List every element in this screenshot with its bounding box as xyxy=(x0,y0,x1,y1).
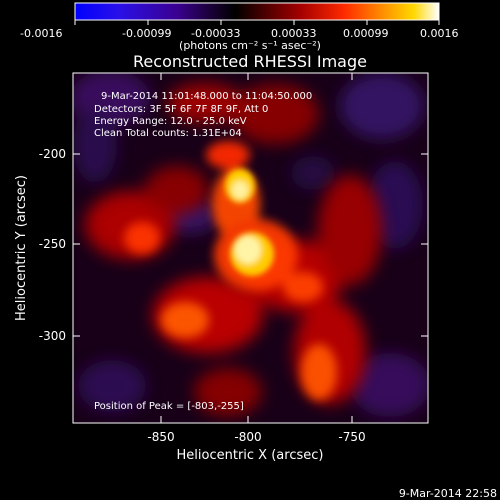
x-tick-label: -850 xyxy=(147,430,174,444)
colorbar-tick-label: -0.00099 xyxy=(122,27,171,40)
colorbar: -0.0016 -0.00099 -0.00033 0.00033 0.0009… xyxy=(20,2,459,52)
plot-frame xyxy=(72,72,429,424)
axis-ticks xyxy=(73,73,428,423)
y-tick-label: -300 xyxy=(39,329,66,343)
colorbar-gradient xyxy=(74,2,440,21)
y-tick-label: -250 xyxy=(39,237,66,251)
clean-counts-text: Clean Total counts: 1.31E+04 xyxy=(94,128,242,139)
image-title: Reconstructed RHESSI Image xyxy=(133,52,367,71)
time-range-text: 9-Mar-2014 11:01:48.000 to 11:04:50.000 xyxy=(101,91,312,102)
energy-range-text: Energy Range: 12.0 - 25.0 keV xyxy=(94,116,247,127)
colorbar-tick-label: 0.00099 xyxy=(343,27,389,40)
peak-position-text: Position of Peak = [-803,-255] xyxy=(94,401,244,412)
colorbar-ticks xyxy=(74,20,440,25)
colorbar-tick-label: -0.00033 xyxy=(191,27,240,40)
rhessi-image: 9-Mar-2014 11:01:48.000 to 11:04:50.000 … xyxy=(73,73,428,423)
y-axis-label: Heliocentric Y (arcsec) xyxy=(14,175,29,321)
x-tick-label: -750 xyxy=(338,430,365,444)
y-tick-label: -200 xyxy=(39,147,66,161)
x-axis-label: Heliocentric X (arcsec) xyxy=(177,448,324,463)
detectors-text: Detectors: 3F 5F 6F 7F 8F 9F, Att 0 xyxy=(94,104,268,115)
colorbar-tick-label: 0.00033 xyxy=(271,27,317,40)
x-tick-label: -800 xyxy=(234,430,261,444)
colorbar-tick-label: -0.0016 xyxy=(20,27,62,40)
colorbar-tick-label: 0.0016 xyxy=(420,27,459,40)
colorbar-units: (photons cm⁻² s⁻¹ asec⁻²) xyxy=(179,39,321,52)
footer-timestamp: 9-Mar-2014 22:58 xyxy=(399,487,497,500)
